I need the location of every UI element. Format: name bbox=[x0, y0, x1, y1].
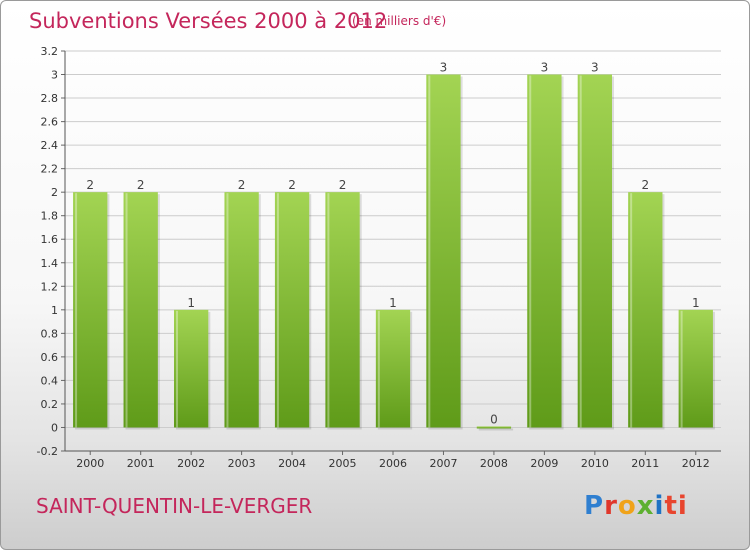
bar-value-label: 2 bbox=[339, 178, 347, 192]
y-tick-label: 3.2 bbox=[41, 45, 59, 58]
bars bbox=[73, 74, 715, 431]
bar bbox=[476, 426, 512, 429]
x-tick-label: 2011 bbox=[631, 457, 659, 470]
bar bbox=[628, 192, 663, 428]
bar-highlight bbox=[175, 310, 178, 428]
bar-value-label: 3 bbox=[591, 61, 599, 75]
x-tick-label: 2012 bbox=[682, 457, 710, 470]
unit-label: (en milliers d'€) bbox=[352, 14, 447, 28]
y-tick-label: 0.2 bbox=[41, 398, 59, 411]
x-tick-label: 2005 bbox=[329, 457, 357, 470]
x-tick-label: 2007 bbox=[429, 457, 457, 470]
y-tick-label: 1 bbox=[51, 304, 58, 317]
bar-value-label: 3 bbox=[541, 61, 549, 75]
bar bbox=[73, 192, 108, 428]
y-tick-label: 1.8 bbox=[41, 210, 59, 223]
x-tick-label: 2009 bbox=[530, 457, 558, 470]
bar bbox=[224, 192, 259, 428]
bar-value-label: 2 bbox=[86, 178, 94, 192]
bar bbox=[173, 309, 209, 428]
bar bbox=[375, 309, 411, 428]
y-tick-label: -0.2 bbox=[37, 445, 58, 458]
bar bbox=[678, 309, 713, 428]
bar-value-label: 0 bbox=[490, 412, 498, 426]
x-tick-label: 2000 bbox=[76, 457, 104, 470]
y-tick-label: 1.6 bbox=[41, 233, 59, 246]
labels: -0.2 0 0.2 0.4 0.6 0.8 1 1.2 1.4 1.6 1.8 2 2.2 2.4 2.6… bbox=[37, 45, 710, 470]
y-tick-label: 0 bbox=[51, 421, 58, 434]
bar bbox=[426, 74, 461, 428]
bar-value-label: 1 bbox=[187, 296, 195, 310]
bar-highlight bbox=[630, 193, 633, 428]
bar-highlight bbox=[377, 310, 380, 428]
x-tick-label: 2006 bbox=[379, 457, 407, 470]
x-tick-label: 2008 bbox=[480, 457, 508, 470]
bar-highlight bbox=[327, 193, 330, 428]
bar-highlight bbox=[276, 193, 279, 428]
y-tick-label: 0.6 bbox=[41, 351, 59, 364]
bar bbox=[274, 192, 310, 428]
bar-highlight bbox=[75, 193, 78, 428]
bar bbox=[577, 74, 613, 428]
x-tick-label: 2003 bbox=[228, 457, 256, 470]
x-tick-label: 2002 bbox=[177, 457, 205, 470]
y-tick-label: 2.8 bbox=[41, 92, 59, 105]
x-tick-label: 2001 bbox=[127, 457, 155, 470]
x-tick-label: 2010 bbox=[581, 457, 609, 470]
bar bbox=[527, 74, 562, 428]
proxiti-logo: Proxiti bbox=[584, 491, 688, 521]
bar-highlight bbox=[529, 75, 532, 428]
y-tick-label: 2.2 bbox=[41, 163, 59, 176]
y-tick-label: 2 bbox=[51, 186, 58, 199]
bar-highlight bbox=[226, 193, 229, 428]
y-tick-label: 1.4 bbox=[41, 257, 59, 270]
axes bbox=[61, 50, 721, 455]
bar-value-label: 2 bbox=[288, 178, 296, 192]
bar-highlight bbox=[680, 310, 683, 428]
y-tick-label: 0.8 bbox=[41, 327, 59, 340]
bar-value-label: 3 bbox=[440, 61, 448, 75]
bar-value-label: 1 bbox=[389, 296, 397, 310]
bar-value-label: 2 bbox=[137, 178, 145, 192]
x-tick-label: 2004 bbox=[278, 457, 306, 470]
bar-value-label: 2 bbox=[641, 178, 649, 192]
y-tick-label: 0.4 bbox=[41, 374, 59, 387]
chart-title: Subventions Versées 2000 à 2012 bbox=[29, 9, 388, 33]
bar-highlight bbox=[579, 75, 582, 428]
y-tick-label: 2.4 bbox=[41, 139, 59, 152]
bar-highlight bbox=[125, 193, 128, 428]
bar-value-label: 1 bbox=[692, 296, 700, 310]
bar-shadow bbox=[478, 428, 514, 431]
y-tick-label: 3 bbox=[51, 69, 58, 82]
bar bbox=[325, 192, 360, 428]
bar-highlight bbox=[428, 75, 431, 428]
y-tick-label: 1.2 bbox=[41, 280, 59, 293]
commune-name: SAINT-QUENTIN-LE-VERGER bbox=[36, 494, 313, 518]
y-tick-label: 2.6 bbox=[41, 116, 59, 129]
bar bbox=[123, 192, 158, 428]
bar-value-label: 2 bbox=[238, 178, 246, 192]
